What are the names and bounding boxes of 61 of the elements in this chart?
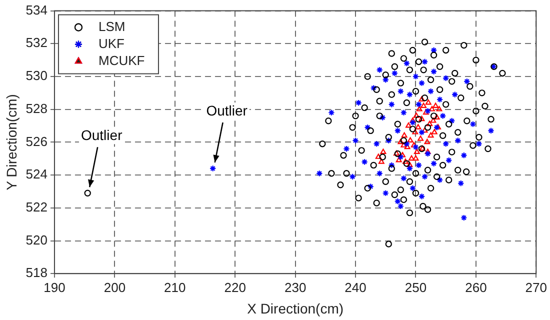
x-axis-title: X Direction(cm) [247,300,344,316]
point [401,132,408,138]
point [418,96,425,102]
y-tick-label: 524 [26,166,48,182]
y-tick-label: 522 [26,199,48,214]
x-tick-label: 270 [525,280,548,295]
point [422,127,428,133]
point [412,155,419,161]
point [402,158,408,164]
point [432,102,439,108]
point [406,162,413,168]
x-tick-label: 250 [404,280,427,295]
y-tick-label: 532 [26,35,48,50]
annotation: Outlier [206,102,248,118]
point [400,142,407,148]
y-tick-label: 530 [26,68,48,84]
point [406,122,412,128]
point [424,148,431,154]
y-tick-label: 528 [26,100,48,116]
legend-label: LSM [98,18,126,34]
x-tick-label: 260 [465,280,487,295]
point [378,158,384,164]
point [400,152,406,158]
x-tick-label: 200 [104,280,126,295]
point [414,148,420,154]
x-tick-label: 210 [164,280,186,295]
point [426,120,433,126]
point [428,132,434,138]
x-tick-label: 190 [44,280,66,295]
point [415,124,422,130]
point [431,128,438,134]
annotation: Outlier [80,126,123,143]
point [425,99,432,105]
legend-label: UKF [98,36,125,51]
y-tick-label: 526 [26,134,48,149]
point [424,138,430,144]
point [420,102,427,108]
point [398,138,404,144]
x-tick-label: 220 [224,280,246,295]
point [434,114,440,120]
y-axis-title: Y Direction(cm) [3,94,20,190]
x-tick-label: 230 [284,280,306,295]
point [430,118,436,123]
point [380,148,386,154]
point [375,154,382,159]
point [408,155,414,161]
y-tick-label: 518 [26,265,48,280]
point [407,137,414,143]
point [413,112,420,118]
point [436,106,442,112]
legend-label: MCUKF [98,52,145,68]
point [423,109,429,115]
point [416,106,422,112]
x-tick-label: 240 [344,280,366,295]
point [410,118,416,123]
point [418,136,424,141]
point [412,128,418,134]
y-tick-label: 520 [26,232,48,248]
y-tick-label: 534 [26,2,48,18]
point [418,116,425,122]
point [429,106,435,112]
